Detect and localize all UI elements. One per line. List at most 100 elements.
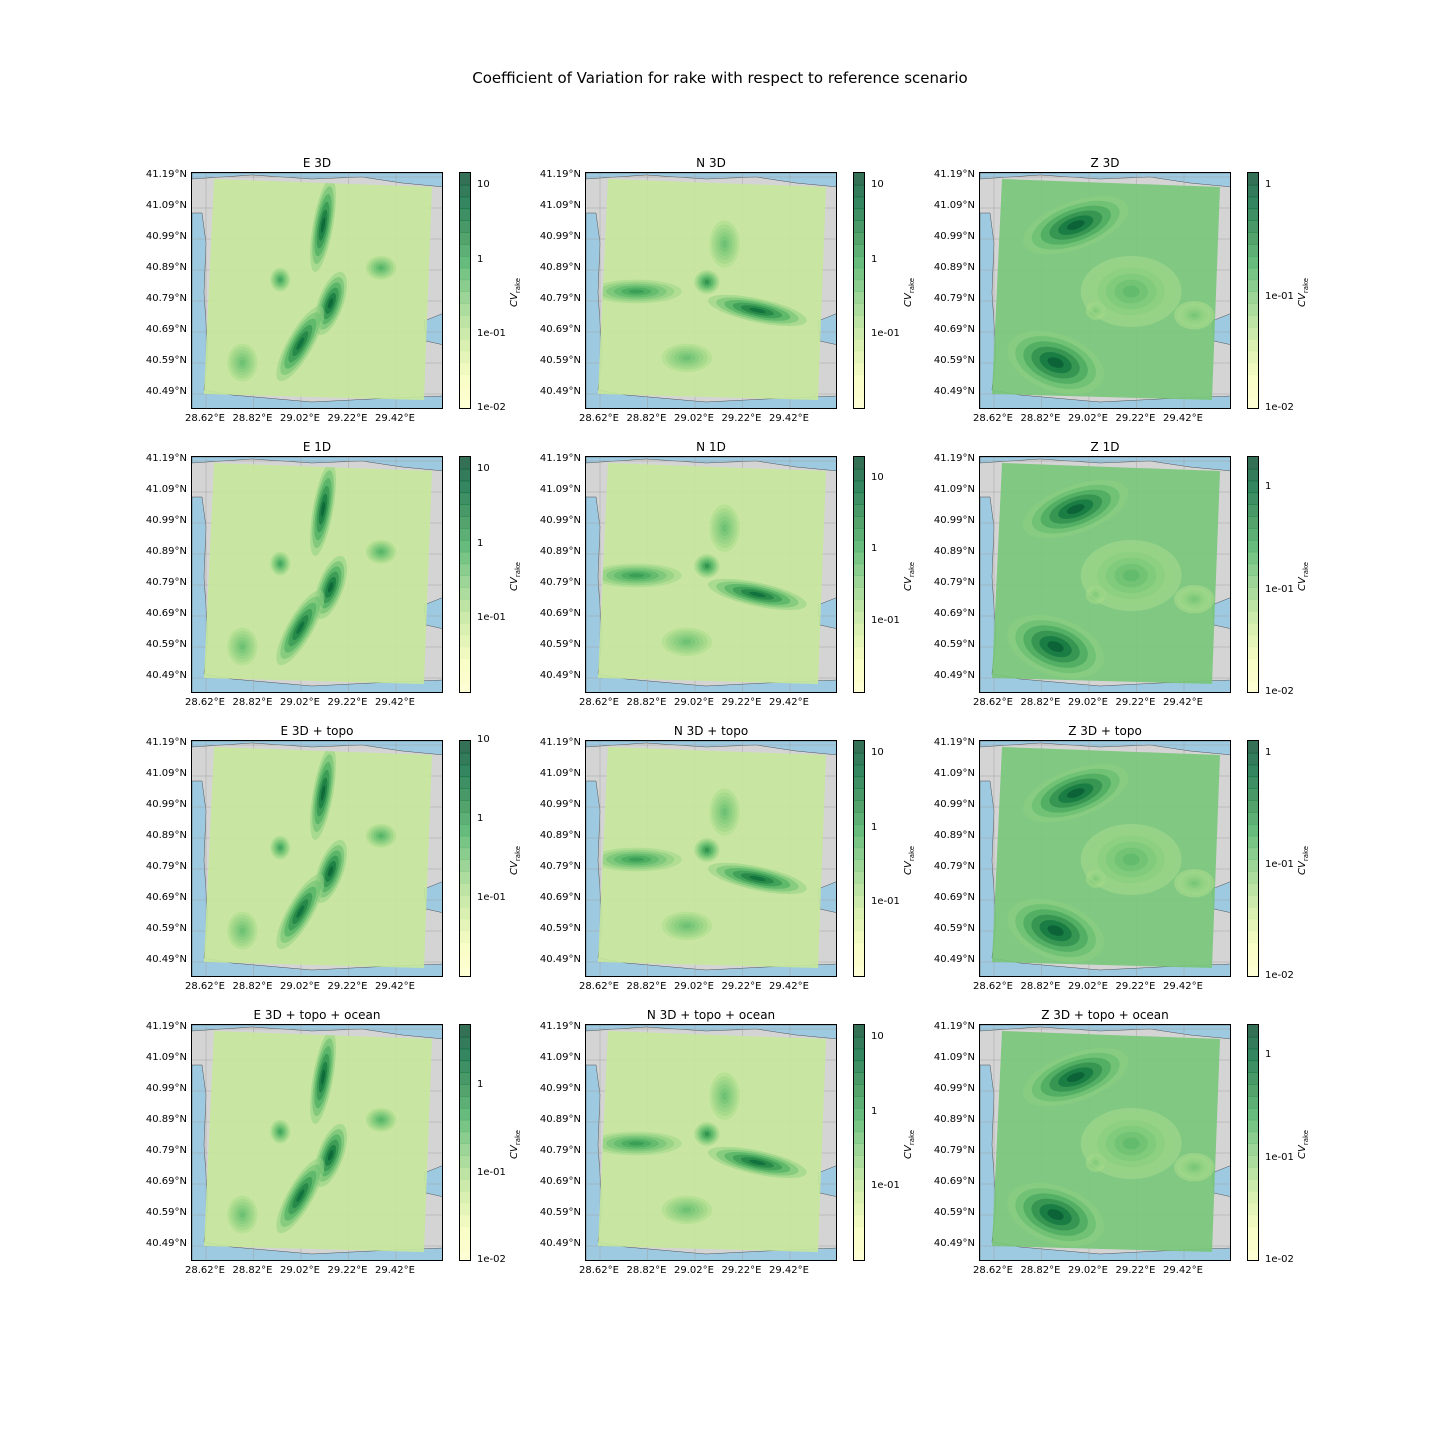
map-plot bbox=[979, 172, 1231, 409]
colorbar-tick-label: 10 bbox=[871, 747, 884, 759]
colorbar-band bbox=[460, 682, 470, 692]
y-tick-label: 40.49°N bbox=[145, 954, 187, 965]
x-tick-label: 28.82°E bbox=[1020, 1265, 1061, 1276]
colorbar-tick-label: 1 bbox=[477, 813, 484, 824]
x-tick-label: 29.02°E bbox=[674, 981, 714, 992]
colorbar-tick-label: 10 bbox=[871, 179, 884, 191]
y-tick-label: 40.69°N bbox=[145, 1176, 187, 1187]
contour-region bbox=[296, 621, 305, 634]
y-tick-label: 41.09°N bbox=[539, 768, 581, 779]
colorbar-band bbox=[460, 480, 470, 494]
y-tick-label: 40.69°N bbox=[145, 324, 187, 335]
colorbar-band bbox=[854, 1179, 864, 1192]
colorbar-band bbox=[854, 362, 864, 375]
colorbar-band bbox=[460, 966, 470, 976]
contour-region bbox=[722, 524, 728, 533]
x-tick-label: 29.02°E bbox=[280, 1265, 320, 1276]
colorbar-band bbox=[1248, 244, 1258, 257]
y-tick-label: 40.89°N bbox=[539, 262, 581, 273]
colorbar-band bbox=[460, 362, 470, 375]
contour-region bbox=[1122, 853, 1140, 866]
contour-region bbox=[378, 549, 384, 554]
y-tick-label: 40.99°N bbox=[933, 231, 975, 242]
colorbar-band bbox=[460, 291, 470, 304]
contour-region bbox=[278, 845, 282, 850]
colorbar-band bbox=[854, 1048, 864, 1062]
contour-region bbox=[327, 1150, 334, 1161]
contour-region bbox=[1047, 357, 1064, 368]
map-plot bbox=[979, 740, 1231, 977]
cv-field bbox=[992, 463, 1220, 684]
colorbar-band bbox=[854, 1119, 864, 1133]
x-tick-label: 29.02°E bbox=[1068, 413, 1108, 424]
colorbar-band bbox=[854, 1143, 864, 1156]
y-tick-label: 40.79°N bbox=[539, 1145, 581, 1156]
colorbar bbox=[853, 740, 865, 977]
colorbar-band bbox=[854, 752, 864, 766]
colorbar-band bbox=[460, 812, 470, 825]
colorbar-band bbox=[460, 303, 470, 316]
contour-region bbox=[682, 639, 691, 645]
x-tick-label: 29.02°E bbox=[674, 413, 714, 424]
x-tick-label: 28.62°E bbox=[579, 413, 619, 424]
contour-region bbox=[722, 1092, 728, 1101]
x-tick-label: 29.02°E bbox=[280, 981, 320, 992]
colorbar-band bbox=[460, 173, 470, 186]
y-tick-label: 40.69°N bbox=[539, 892, 581, 903]
colorbar-band bbox=[1248, 966, 1258, 976]
map-svg bbox=[192, 741, 442, 976]
colorbar-band bbox=[1248, 1096, 1258, 1109]
colorbar-band bbox=[854, 1084, 864, 1097]
map-svg bbox=[586, 1025, 836, 1260]
colorbar-band bbox=[1248, 859, 1258, 872]
colorbar-band bbox=[854, 1167, 864, 1180]
colorbar-svg bbox=[854, 1025, 864, 1260]
colorbar-band bbox=[854, 1238, 864, 1251]
panel-title: Z 1D bbox=[1090, 440, 1120, 454]
cv-field bbox=[598, 463, 826, 684]
colorbar-band bbox=[460, 374, 470, 387]
colorbar-band bbox=[460, 776, 470, 789]
y-tick-label: 40.89°N bbox=[933, 262, 975, 273]
colorbar-tick-label: 1 bbox=[1265, 746, 1272, 758]
colorbar-band bbox=[460, 658, 470, 671]
colorbar-band bbox=[1248, 800, 1258, 813]
colorbar-band bbox=[854, 374, 864, 387]
y-tick-label: 40.89°N bbox=[539, 546, 581, 557]
x-tick-label: 29.22°E bbox=[721, 981, 762, 992]
y-tick-label: 40.69°N bbox=[145, 892, 187, 903]
colorbar-band bbox=[1248, 682, 1258, 692]
x-tick-label: 29.42°E bbox=[769, 413, 809, 424]
panel-title: N 1D bbox=[696, 440, 726, 454]
colorbar-band bbox=[854, 173, 864, 186]
colorbar-band bbox=[1248, 1202, 1258, 1216]
y-tick-label: 40.99°N bbox=[539, 799, 581, 810]
colorbar-band bbox=[1248, 1119, 1258, 1133]
colorbar-band bbox=[1248, 208, 1258, 221]
y-tick-label: 41.19°N bbox=[539, 169, 581, 180]
y-tick-label: 41.19°N bbox=[539, 1021, 581, 1032]
colorbar-band bbox=[460, 1107, 470, 1121]
panel-title: N 3D bbox=[696, 156, 726, 170]
x-tick-label: 29.42°E bbox=[1163, 697, 1203, 708]
colorbar-band bbox=[1248, 468, 1258, 482]
colorbar-band bbox=[460, 918, 470, 932]
y-tick-label: 41.19°N bbox=[933, 169, 975, 180]
colorbar-svg bbox=[1248, 173, 1258, 408]
map-plot bbox=[585, 172, 837, 409]
colorbar-tick-label: 10 bbox=[477, 734, 490, 745]
contour-region bbox=[628, 289, 644, 294]
contour-region bbox=[1122, 1137, 1140, 1150]
colorbar-band bbox=[854, 468, 864, 482]
colorbar-band bbox=[460, 539, 470, 553]
colorbar bbox=[853, 456, 865, 693]
colorbar-band bbox=[854, 1250, 864, 1260]
cv-field bbox=[204, 179, 432, 400]
x-tick-label: 29.22°E bbox=[1115, 413, 1156, 424]
colorbar-band bbox=[1248, 1167, 1258, 1180]
colorbar-band bbox=[1248, 492, 1258, 505]
colorbar-band bbox=[1248, 184, 1258, 198]
colorbar-band bbox=[1248, 1048, 1258, 1062]
x-tick-label: 28.62°E bbox=[185, 413, 225, 424]
colorbar-band bbox=[460, 930, 470, 943]
